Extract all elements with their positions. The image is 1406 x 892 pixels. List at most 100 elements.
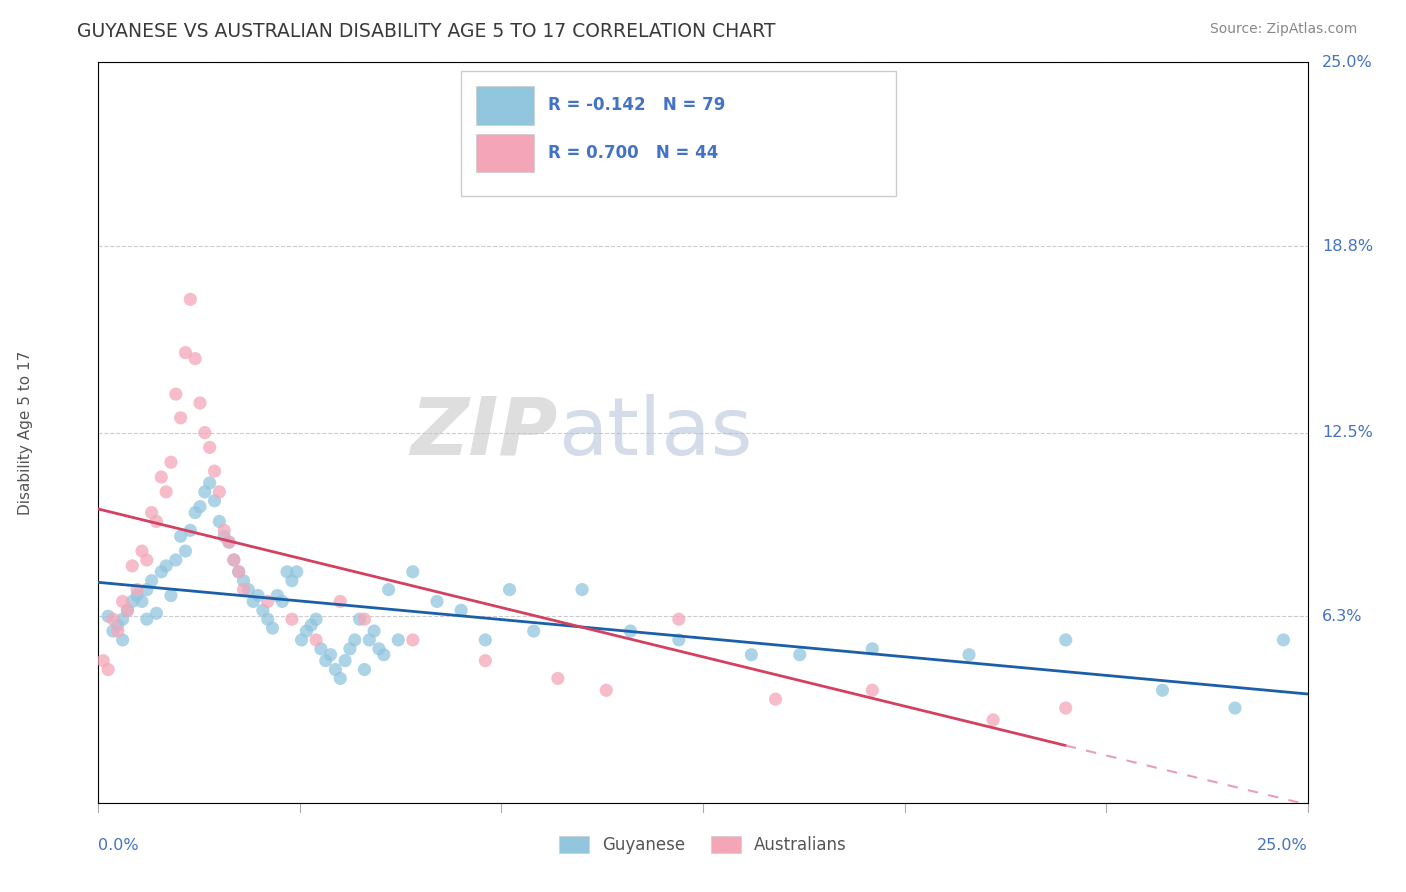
- Point: [155, 484, 177, 499]
- Point: [198, 441, 221, 455]
- Point: [188, 396, 211, 410]
- Point: [228, 565, 250, 579]
- Point: [222, 553, 245, 567]
- Point: [179, 293, 201, 307]
- Text: ZIP: ZIP: [411, 393, 558, 472]
- Point: [121, 558, 143, 573]
- Point: [169, 529, 191, 543]
- Point: [174, 544, 197, 558]
- Point: [353, 663, 375, 677]
- Point: [256, 612, 278, 626]
- Text: R = 0.700   N = 44: R = 0.700 N = 44: [548, 144, 718, 161]
- Point: [145, 607, 167, 621]
- Point: [184, 351, 207, 366]
- Point: [349, 612, 371, 626]
- Text: 0.0%: 0.0%: [98, 838, 139, 854]
- Point: [107, 624, 129, 638]
- Point: [127, 589, 149, 603]
- Point: [204, 464, 226, 478]
- Point: [101, 624, 124, 638]
- Point: [150, 565, 173, 579]
- Point: [252, 603, 274, 617]
- Point: [276, 565, 298, 579]
- Point: [91, 654, 114, 668]
- Point: [256, 594, 278, 608]
- Text: Disability Age 5 to 17: Disability Age 5 to 17: [18, 351, 34, 515]
- Point: [101, 612, 124, 626]
- Point: [363, 624, 385, 638]
- Point: [315, 654, 337, 668]
- Point: [131, 544, 153, 558]
- Point: [343, 632, 366, 647]
- Point: [218, 535, 240, 549]
- Point: [212, 529, 235, 543]
- FancyBboxPatch shape: [461, 71, 897, 195]
- Point: [262, 621, 284, 635]
- Point: [247, 589, 270, 603]
- Point: [165, 387, 187, 401]
- Point: [121, 594, 143, 608]
- Point: [169, 410, 191, 425]
- Point: [474, 654, 496, 668]
- Point: [174, 345, 197, 359]
- Point: [373, 648, 395, 662]
- Point: [107, 618, 129, 632]
- Point: [333, 654, 356, 668]
- Text: R = -0.142   N = 79: R = -0.142 N = 79: [548, 96, 725, 114]
- Point: [135, 582, 157, 597]
- Point: [208, 484, 231, 499]
- Point: [160, 589, 183, 603]
- Point: [165, 553, 187, 567]
- Legend: Guyanese, Australians: Guyanese, Australians: [553, 830, 853, 861]
- Point: [155, 558, 177, 573]
- Point: [1054, 632, 1077, 647]
- Point: [860, 683, 883, 698]
- Point: [232, 582, 254, 597]
- Point: [218, 535, 240, 549]
- Point: [127, 582, 149, 597]
- Point: [188, 500, 211, 514]
- Point: [740, 648, 762, 662]
- Point: [179, 524, 201, 538]
- FancyBboxPatch shape: [475, 87, 534, 125]
- Point: [111, 594, 134, 608]
- Text: 25.0%: 25.0%: [1322, 55, 1372, 70]
- Point: [387, 632, 409, 647]
- Point: [325, 663, 347, 677]
- Point: [271, 594, 294, 608]
- Point: [359, 632, 381, 647]
- Point: [222, 553, 245, 567]
- Point: [319, 648, 342, 662]
- Point: [377, 582, 399, 597]
- Point: [668, 632, 690, 647]
- Point: [295, 624, 318, 638]
- Point: [353, 612, 375, 626]
- Point: [595, 683, 617, 698]
- Point: [194, 425, 217, 440]
- Point: [957, 648, 980, 662]
- Point: [117, 603, 139, 617]
- Point: [299, 618, 322, 632]
- Point: [619, 624, 641, 638]
- Point: [228, 565, 250, 579]
- Text: atlas: atlas: [558, 393, 752, 472]
- Text: Source: ZipAtlas.com: Source: ZipAtlas.com: [1209, 22, 1357, 37]
- Point: [198, 475, 221, 490]
- Point: [309, 641, 332, 656]
- Point: [232, 574, 254, 588]
- Point: [212, 524, 235, 538]
- Point: [208, 515, 231, 529]
- Point: [135, 553, 157, 567]
- Text: 12.5%: 12.5%: [1322, 425, 1374, 440]
- Point: [339, 641, 361, 656]
- Point: [266, 589, 288, 603]
- Point: [160, 455, 183, 469]
- Point: [204, 493, 226, 508]
- Point: [368, 641, 391, 656]
- Point: [402, 632, 425, 647]
- Point: [117, 603, 139, 617]
- Text: GUYANESE VS AUSTRALIAN DISABILITY AGE 5 TO 17 CORRELATION CHART: GUYANESE VS AUSTRALIAN DISABILITY AGE 5 …: [77, 22, 776, 41]
- Point: [111, 632, 134, 647]
- Point: [571, 582, 593, 597]
- Point: [860, 641, 883, 656]
